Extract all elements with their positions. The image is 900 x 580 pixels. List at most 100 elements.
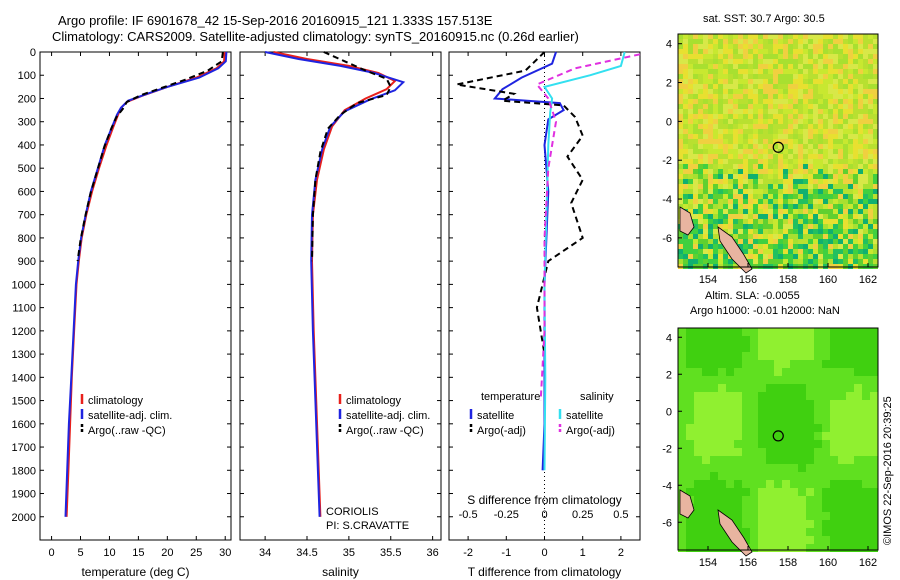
x2-tick-label: 0.5 [613, 509, 628, 521]
y-tick-label: 200 [18, 93, 36, 105]
x-tick-label: 0 [49, 547, 55, 559]
argo-position-marker [772, 430, 784, 442]
x-tick-label: 5 [77, 547, 83, 559]
x-tick-label: 1 [580, 547, 586, 559]
x-tick-label: -2 [463, 547, 473, 559]
y-tick-label: 1500 [12, 396, 36, 408]
legend-group-title: temperature [481, 391, 540, 403]
x-tick-label: 2 [618, 547, 624, 559]
x-axis-label: T difference from climatology [468, 565, 622, 579]
map-y-tick-label: -2 [662, 155, 672, 167]
x-tick-label: 20 [161, 547, 173, 559]
x2-tick-label: -0.25 [494, 509, 519, 521]
map-x-tick-label: 156 [739, 274, 757, 286]
x2-axis-label: S difference from climatology [467, 493, 622, 507]
figure-title-line2: Climatology: CARS2009. Satellite-adjuste… [52, 29, 579, 44]
y-tick-label: 1700 [12, 442, 36, 454]
x-tick-label: 35.5 [380, 547, 401, 559]
legend-label: Argo(-adj) [566, 425, 615, 437]
y-tick-label: 1300 [12, 349, 36, 361]
sst-map-title: sat. SST: 30.7 Argo: 30.5 [703, 13, 825, 25]
x-tick-label: 35 [343, 547, 355, 559]
map-frame-sst-map [677, 33, 879, 268]
map-x-tick-label: 158 [779, 274, 797, 286]
argo-position-marker [772, 141, 784, 153]
annotation-text: PI: S.CRAVATTE [326, 520, 409, 532]
map-x-tick-label: 154 [699, 557, 717, 569]
map-y-tick-label: 4 [666, 332, 672, 344]
x2-tick-label: 0 [541, 509, 547, 521]
map-y-tick-label: -6 [662, 233, 672, 245]
y-tick-label: 100 [18, 70, 36, 82]
x-tick-label: 30 [219, 547, 231, 559]
land-island-1 [717, 226, 753, 274]
y-tick-label: 1600 [12, 419, 36, 431]
x-tick-label: 34.5 [296, 547, 317, 559]
map-y-tick-label: 4 [666, 39, 672, 51]
x-tick-label: 25 [190, 547, 202, 559]
x2-tick-label: 0.25 [572, 509, 593, 521]
map-x-tick-label: 160 [819, 274, 837, 286]
y-tick-label: 1200 [12, 326, 36, 338]
y-tick-label: 0 [30, 47, 36, 59]
map-x-tick-label: 154 [699, 274, 717, 286]
x-tick-label: -1 [501, 547, 511, 559]
map-x-tick-label: 162 [859, 274, 877, 286]
legend-label: climatology [346, 395, 402, 407]
series-line-salinity-2 [311, 51, 392, 262]
map-y-tick-label: -6 [662, 517, 672, 529]
plot-frame-temperature [39, 51, 232, 541]
legend-label: Argo(..raw -QC) [88, 425, 166, 437]
series-line-salinity-1 [264, 51, 406, 517]
legend-label: climatology [88, 395, 144, 407]
legend-label: satellite [566, 410, 603, 422]
x-tick-label: 10 [103, 547, 115, 559]
land-island-0 [679, 489, 695, 519]
y-tick-label: 300 [18, 117, 36, 129]
x-tick-label: 0 [541, 547, 547, 559]
y-tick-label: 600 [18, 186, 36, 198]
series-line-differences-1 [456, 51, 584, 355]
map-y-tick-label: -4 [662, 480, 672, 492]
map-x-tick-label: 156 [739, 557, 757, 569]
legend-label: Argo(..raw -QC) [346, 425, 424, 437]
x-tick-label: 15 [132, 547, 144, 559]
land-island-1 [717, 509, 753, 557]
map-y-tick-label: 0 [666, 116, 672, 128]
y-tick-label: 1000 [12, 279, 36, 291]
y-tick-label: 400 [18, 140, 36, 152]
land-island-0 [679, 206, 695, 236]
y-tick-label: 1900 [12, 489, 36, 501]
map-heatmap-sla-map [678, 328, 878, 552]
legend-label: Argo(-adj) [477, 425, 526, 437]
map-frame-sla-map [677, 327, 879, 551]
y-tick-label: 1100 [12, 303, 36, 315]
x-tick-label: 34 [259, 547, 271, 559]
y-tick-label: 800 [18, 233, 36, 245]
y-tick-label: 500 [18, 163, 36, 175]
map-y-tick-label: -2 [662, 443, 672, 455]
annotation-text: CORIOLIS [326, 506, 379, 518]
map-x-tick-label: 158 [779, 557, 797, 569]
y-tick-label: 900 [18, 256, 36, 268]
y-tick-label: 700 [18, 210, 36, 222]
sla-map-subtitle: Argo h1000: -0.01 h2000: NaN [690, 305, 840, 317]
legend-label: satellite-adj. clim. [88, 410, 172, 422]
legend-label: satellite-adj. clim. [346, 410, 430, 422]
map-y-tick-label: -4 [662, 194, 672, 206]
x-axis-label: salinity [322, 565, 359, 579]
sla-map-title: Altim. SLA: -0.0055 [705, 290, 800, 302]
figure-title-line1: Argo profile: IF 6901678_42 15-Sep-2016 … [58, 13, 493, 28]
map-x-tick-label: 162 [859, 557, 877, 569]
map-y-tick-label: 2 [666, 78, 672, 90]
series-line-temperature-2 [76, 51, 224, 262]
y-tick-label: 1800 [12, 465, 36, 477]
map-y-tick-label: 2 [666, 369, 672, 381]
y-tick-label: 1400 [12, 372, 36, 384]
map-heatmap-sst-map [678, 34, 878, 269]
map-y-tick-label: 0 [666, 406, 672, 418]
y-tick-label: 2000 [12, 512, 36, 524]
series-line-differences-3 [535, 53, 641, 401]
x-tick-label: 36 [427, 547, 439, 559]
